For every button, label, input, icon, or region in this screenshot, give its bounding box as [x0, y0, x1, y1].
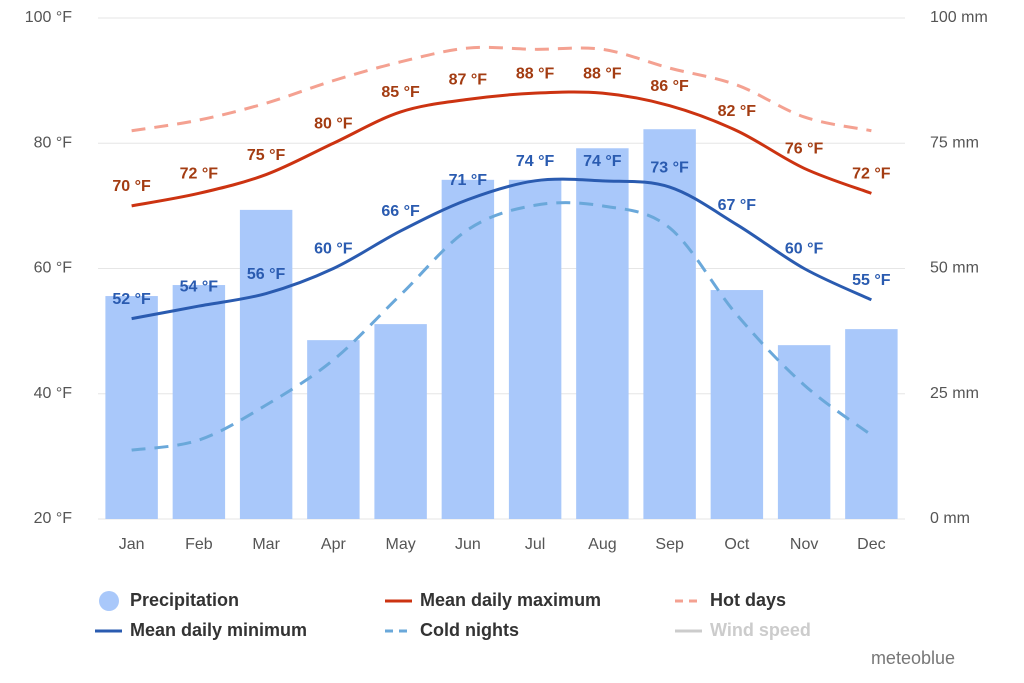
legend-label: Mean daily maximum — [420, 590, 601, 610]
data-label: 86 °F — [650, 78, 689, 95]
line — [131, 177, 873, 321]
data-label: 80 °F — [314, 115, 353, 132]
x-tick-label: Jan — [119, 536, 145, 553]
y-tick-label: 20 °F — [34, 510, 73, 527]
data-label: 60 °F — [314, 241, 353, 258]
data-label: 56 °F — [247, 266, 286, 283]
credit: meteoblue — [871, 648, 955, 668]
y2-tick-label: 100 mm — [930, 9, 988, 26]
x-tick-label: Aug — [588, 536, 616, 553]
bar — [710, 290, 764, 519]
x-tick-label: Oct — [724, 536, 749, 553]
y-tick-label: 80 °F — [34, 134, 73, 151]
y-tick-label: 40 °F — [34, 385, 73, 402]
data-label: 74 °F — [583, 153, 622, 170]
line — [131, 45, 872, 133]
legend-label: Wind speed — [710, 620, 811, 640]
bar — [105, 296, 158, 519]
legend-label: Hot days — [710, 590, 786, 610]
data-label: 87 °F — [449, 72, 488, 89]
y2-tick-label: 25 mm — [930, 385, 979, 402]
data-label: 66 °F — [381, 203, 420, 220]
data-label: 55 °F — [852, 272, 891, 289]
data-label: 76 °F — [785, 141, 824, 158]
bar — [576, 148, 629, 519]
x-tick-label: Nov — [790, 536, 818, 553]
y2-tick-label: 50 mm — [930, 260, 979, 277]
bar — [172, 285, 226, 519]
data-label: 85 °F — [381, 84, 420, 101]
data-label: 88 °F — [583, 65, 622, 82]
data-label: 70 °F — [112, 178, 151, 195]
data-label: 72 °F — [852, 166, 891, 183]
data-label: 82 °F — [718, 103, 757, 120]
line — [131, 201, 873, 452]
x-tick-label: Mar — [252, 536, 280, 553]
data-label: 67 °F — [718, 197, 757, 214]
data-label: 71 °F — [449, 172, 488, 189]
data-label: 54 °F — [180, 278, 219, 295]
bar — [441, 179, 495, 519]
data-label: 72 °F — [180, 166, 219, 183]
x-tick-label: Jul — [525, 536, 545, 553]
data-label: 75 °F — [247, 147, 286, 164]
y2-tick-label: 75 mm — [930, 134, 979, 151]
data-label: 74 °F — [516, 153, 555, 170]
y-tick-label: 60 °F — [34, 260, 73, 277]
legend-swatch — [99, 591, 119, 611]
bar — [307, 340, 360, 519]
bar — [508, 179, 562, 519]
y-tick-label: 100 °F — [25, 9, 73, 26]
bar — [239, 209, 293, 519]
data-label: 73 °F — [650, 159, 689, 176]
data-label: 60 °F — [785, 241, 824, 258]
data-label: 52 °F — [112, 291, 151, 308]
y2-tick-label: 0 mm — [930, 510, 970, 527]
x-tick-label: Dec — [857, 536, 885, 553]
legend-label: Precipitation — [130, 590, 239, 610]
x-tick-label: Jun — [455, 536, 481, 553]
line — [131, 90, 872, 208]
data-label: 88 °F — [516, 65, 555, 82]
bar — [374, 324, 427, 519]
x-tick-label: Feb — [185, 536, 213, 553]
x-tick-label: Sep — [655, 536, 684, 553]
bar — [845, 329, 898, 519]
legend-label: Cold nights — [420, 620, 519, 640]
legend-label: Mean daily minimum — [130, 620, 307, 640]
x-tick-label: May — [386, 536, 416, 553]
x-tick-label: Apr — [321, 536, 347, 553]
bar — [777, 345, 831, 519]
